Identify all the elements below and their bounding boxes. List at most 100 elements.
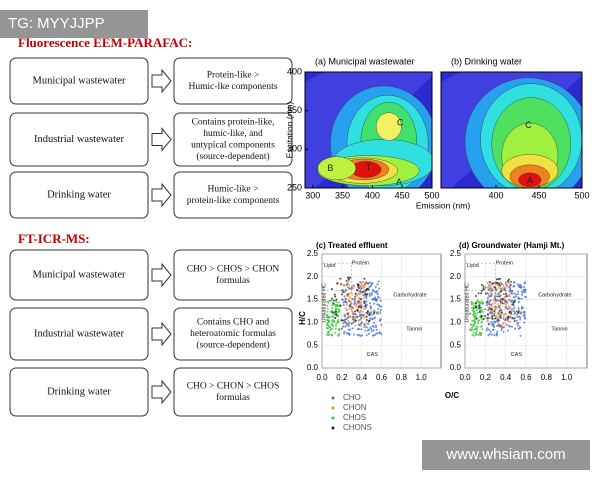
point [330, 287, 333, 290]
point [499, 324, 502, 327]
point [487, 306, 490, 309]
point [482, 310, 485, 313]
point [359, 285, 362, 288]
point [355, 289, 358, 292]
point [517, 324, 520, 327]
legend-label: CHOS [343, 413, 366, 422]
point [349, 315, 352, 318]
point [344, 307, 347, 310]
point [486, 313, 489, 316]
point [500, 329, 503, 332]
arrow [151, 262, 172, 288]
region-label: Carbohydrate [393, 292, 426, 298]
point [479, 334, 482, 337]
y-tick-label: 1.5 [450, 295, 462, 304]
contour [375, 112, 402, 141]
point [487, 323, 490, 326]
point [334, 331, 337, 334]
point [351, 306, 354, 309]
point [359, 289, 362, 292]
point [359, 298, 362, 301]
source-label: Industrial wastewater [34, 328, 125, 339]
point [351, 293, 354, 296]
point [512, 296, 515, 299]
point [489, 295, 492, 298]
result-box [173, 367, 293, 417]
x-tick-label: 0.2 [480, 373, 492, 382]
point [499, 284, 502, 287]
x-tick-label: 500 [574, 190, 589, 200]
point [509, 315, 512, 318]
point [354, 324, 357, 327]
panel-title: (c) Treated effluent [316, 241, 388, 250]
source-label: Municipal wastewater [32, 75, 126, 86]
point [509, 295, 512, 298]
legend-label: CHO [343, 393, 361, 402]
point [352, 315, 355, 318]
point [330, 327, 333, 330]
point [325, 316, 328, 319]
point [347, 324, 350, 327]
panel-title: (b) Drinking water [451, 56, 522, 66]
point [370, 330, 373, 333]
x-axis-label: Emission (nm) [416, 200, 470, 210]
point [345, 303, 348, 306]
point [365, 322, 368, 325]
point [357, 284, 360, 287]
point [509, 287, 512, 290]
point [347, 286, 350, 289]
point [370, 318, 373, 321]
point [343, 330, 346, 333]
result-label: Contains CHO and [197, 318, 270, 328]
point [510, 325, 513, 328]
point [492, 299, 495, 302]
source-label: Drinking water [47, 189, 111, 200]
point [496, 317, 499, 320]
y-tick-label: 0.0 [307, 363, 319, 372]
point [345, 301, 348, 304]
point [497, 278, 500, 281]
point [513, 307, 516, 310]
point [379, 318, 382, 321]
point [372, 334, 375, 337]
point [491, 317, 494, 320]
section-title: Fluorescence EEM-PARAFAC: [18, 35, 192, 50]
point [493, 282, 496, 285]
point [471, 307, 474, 310]
point [326, 304, 329, 307]
point [508, 325, 511, 328]
point [505, 300, 508, 303]
point [361, 291, 364, 294]
point [338, 327, 341, 330]
point [488, 303, 491, 306]
vk-points [469, 277, 527, 337]
point [365, 315, 368, 318]
point [370, 283, 373, 286]
y-axis-label: Excitation (nm) [284, 101, 294, 158]
x-axis-label: O/C [445, 391, 459, 400]
point [348, 287, 351, 290]
point [362, 293, 365, 296]
source-box [9, 249, 149, 301]
point [331, 325, 334, 328]
source-label: Industrial wastewater [34, 134, 125, 145]
point [380, 323, 383, 326]
point [333, 293, 336, 296]
point [516, 322, 519, 325]
watermark-bg [422, 440, 590, 470]
point [373, 302, 376, 305]
point [373, 321, 376, 324]
point [326, 318, 329, 321]
point [497, 292, 500, 295]
region-label: Lignin [511, 311, 526, 317]
point [369, 305, 372, 308]
point [356, 300, 359, 303]
point [338, 308, 341, 311]
point [511, 303, 514, 306]
point [493, 301, 496, 304]
point [513, 299, 516, 302]
point [494, 287, 497, 290]
y-tick-label: 2.0 [450, 272, 462, 281]
point [502, 283, 505, 286]
point [376, 293, 379, 296]
